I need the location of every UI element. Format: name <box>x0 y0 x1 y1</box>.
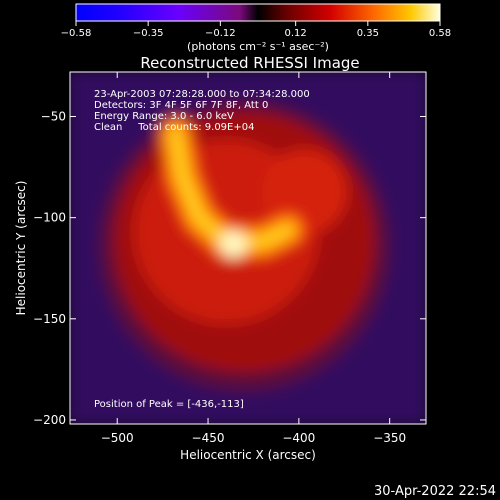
heatmap-emission <box>70 72 426 424</box>
info-line-clean: Clean Total counts: 9.09E+04 <box>94 122 254 133</box>
y-tick-label: −150 <box>33 312 66 326</box>
observation-info: 23-Apr-2003 07:28:28.000 to 07:34:28.000… <box>94 89 310 133</box>
plot-frame <box>69 71 427 425</box>
colorbar-tick-label: 0.35 <box>357 28 379 39</box>
axes: −500 −450 −400 −350 −50 −100 −150 −200 <box>33 72 426 445</box>
x-tick-label: −350 <box>373 431 406 445</box>
x-tick-label: −450 <box>192 431 225 445</box>
chart-title: Reconstructed RHESSI Image <box>140 54 359 72</box>
emission-peak <box>219 229 248 258</box>
colorbar-tick-label: −0.12 <box>205 28 236 39</box>
info-line-detectors: Detectors: 3F 4F 5F 6F 7F 8F, Att 0 <box>94 100 268 111</box>
colorbar-tick-label: 0.58 <box>429 28 451 39</box>
peak-position-label: Position of Peak = [-436,-113] <box>94 399 244 410</box>
info-line-time: 23-Apr-2003 07:28:28.000 to 07:34:28.000 <box>94 89 310 100</box>
colorbar-tick-label: −0.35 <box>133 28 164 39</box>
colorbar-tick-label: −0.58 <box>61 28 92 39</box>
colorbar-ticks: −0.58 −0.35 −0.12 0.12 0.35 0.58 <box>61 21 451 39</box>
x-axis-label: Heliocentric X (arcsec) <box>180 448 316 462</box>
emission-arc-inner <box>169 126 294 248</box>
info-line-energy: Energy Range: 3.0 - 6.0 keV <box>94 111 234 122</box>
footer-timestamp: 30-Apr-2022 22:54 <box>374 484 496 499</box>
y-tick-label: −200 <box>33 413 66 427</box>
heatmap-area <box>70 72 426 424</box>
x-tick-label: −400 <box>282 431 315 445</box>
heatmap-limb-blob <box>261 149 347 235</box>
colorbar <box>75 3 441 22</box>
y-tick-label: −100 <box>33 211 66 225</box>
colorbar-tick-label: 0.12 <box>285 28 307 39</box>
y-axis-label: Heliocentric Y (arcsec) <box>14 181 28 316</box>
x-tick-label: −500 <box>101 431 134 445</box>
colorbar-unit-label: (photons cm⁻² s⁻¹ asec⁻²) <box>187 40 329 53</box>
y-tick-label: −50 <box>41 110 66 124</box>
